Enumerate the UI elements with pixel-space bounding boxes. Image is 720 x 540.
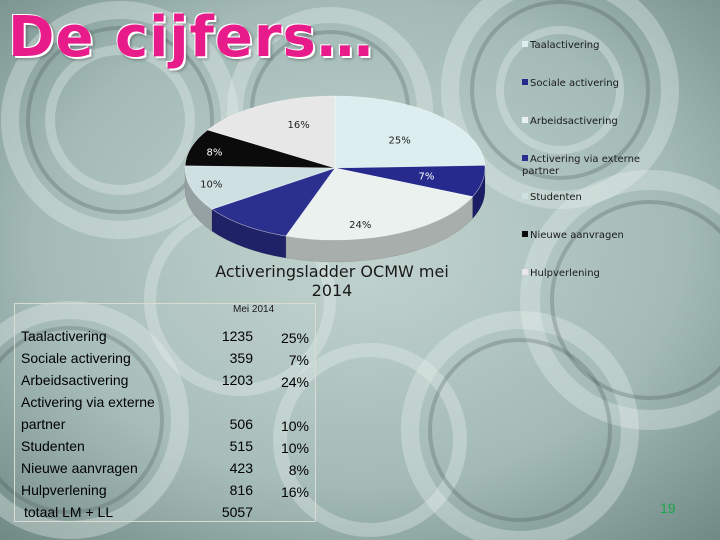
legend-label: Nieuwe aanvragen [530,230,624,241]
legend-swatch [522,79,528,85]
data-table: Mei 2014 Taalactivering 1235 25% Sociale ac… [14,303,316,522]
table-count-studenten: 515 [229,438,253,454]
pie-sides [184,167,486,263]
legend-swatch [522,269,528,275]
legend-label: Arbeidsactivering [530,116,618,127]
legend-swatch [522,155,528,161]
page-number: 19 [660,500,676,516]
table-percent-nieuwe-aanvragen: 8% [288,462,309,478]
legend-label: Activering via externe partner [522,154,641,177]
pie-label-arbeidsactivering: 24% [349,220,371,231]
table-count-sociale-activering: 359 [229,350,253,366]
legend-swatch [522,41,528,47]
table-count-hulpverlening: 816 [229,482,253,498]
table-category-totaal-lm-ll: totaal LM + LL [24,504,114,520]
pie-slice-studenten [184,165,336,210]
legend-item-nieuwe-aanvragen: Nieuwe aanvragen [522,230,657,242]
table-count-taalactivering: 1235 [221,328,253,344]
table-percent-taalactivering: 25% [280,330,309,346]
legend-label: Hulpverlening [530,268,600,279]
pie-slice-activering-via-externe-partner [211,167,336,237]
table-percent-sociale-activering: 7% [288,352,309,368]
table-count-activering-via-externe-partner: 506 [229,416,253,432]
legend-swatch [522,231,528,237]
pie-label-studenten: 10% [200,179,222,190]
pie-slice-hulpverlening [207,95,336,169]
table-percent-activering-via-externe-partner: 10% [280,418,309,434]
pie-slice-arbeidsactivering [285,167,474,241]
table-count-totaal-lm-ll: 5057 [221,504,253,520]
table-category-studenten: Studenten [21,438,85,454]
table-category-activering-via-externe-partner: Activering via externe partner [21,394,155,432]
pie-label-nieuwe-aanvragen: 8% [206,147,222,158]
legend-label: Studenten [530,192,582,203]
legend-label: Sociale activering [530,78,619,89]
table-percent-arbeidsactivering: 24% [280,374,309,390]
legend-item-activering-via-externe-partner: Activering via externe partner [522,154,657,178]
pie-slices [184,95,486,241]
chart-title: Activeringsladder OCMW mei 2014 [215,262,449,300]
table-count-nieuwe-aanvragen: 423 [229,460,253,476]
table-category-nieuwe-aanvragen: Nieuwe aanvragen [21,460,138,476]
table-percent-hulpverlening: 16% [280,484,309,500]
legend-item-hulpverlening: Hulpverlening [522,268,657,280]
table-percent-studenten: 10% [280,440,309,456]
legend-item-studenten: Studenten [522,192,657,204]
table-header: Mei 2014 [233,304,275,315]
table-category-sociale-activering: Sociale activering [21,350,131,366]
pie-label-sociale-activering: 7% [418,171,434,182]
table-category-hulpverlening: Hulpverlening [21,482,107,498]
table-category-arbeidsactivering: Arbeidsactivering [21,372,129,388]
pie-slice-taalactivering [334,95,486,169]
legend-item-arbeidsactivering: Arbeidsactivering [522,116,657,128]
pie-label-hulpverlening: 16% [287,120,309,131]
slide-title: De cijfers… [8,5,374,70]
table-count-arbeidsactivering: 1203 [221,372,253,388]
pie-label-taalactivering: 25% [388,136,410,147]
legend-item-taalactivering: Taalactivering [522,40,657,52]
legend-label: Taalactivering [530,40,600,51]
table-category-taalactivering: Taalactivering [21,328,107,344]
pie-data-labels: 25% 7% 24% 10% 8% 16% [200,120,434,231]
legend-item-sociale-activering: Sociale activering [522,78,657,90]
legend-swatch [522,193,528,199]
legend-swatch [522,117,528,123]
